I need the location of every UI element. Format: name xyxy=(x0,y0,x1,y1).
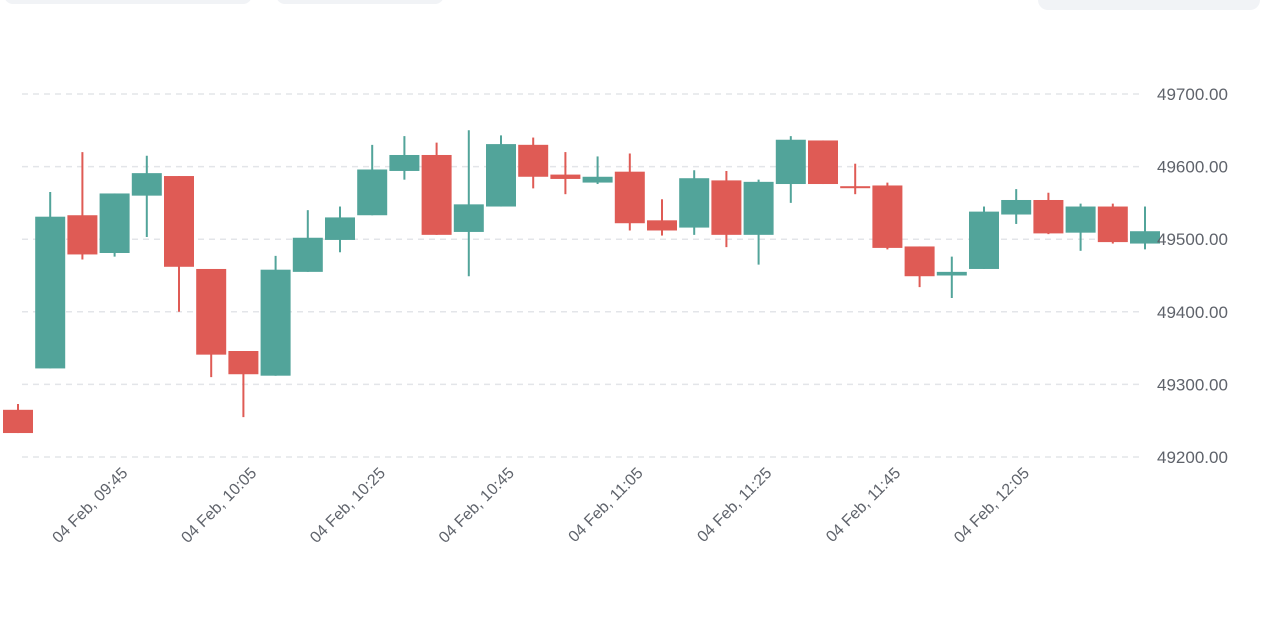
candle xyxy=(260,255,291,376)
x-axis-labels: 04 Feb, 09:25 04 Feb, 09:45 04 Feb, 10:05 0… xyxy=(0,465,1033,547)
candle xyxy=(1001,189,1032,224)
x-tick-label: 04 Feb, 09:45 xyxy=(50,465,132,547)
y-tick-label: 49400.00 xyxy=(1157,303,1228,322)
candle-body xyxy=(260,269,291,376)
x-tick-label: 04 Feb, 10:45 xyxy=(436,465,518,547)
candle-body xyxy=(743,181,774,235)
x-tick-label: 04 Feb, 10:25 xyxy=(307,465,389,547)
candle xyxy=(614,153,645,231)
candle xyxy=(840,163,871,195)
candle-body xyxy=(421,154,452,235)
candle-body xyxy=(1065,206,1096,233)
candle xyxy=(131,155,162,238)
candle-body xyxy=(486,144,516,207)
candle xyxy=(936,256,967,299)
x-tick-label: 04 Feb, 09:25 xyxy=(0,465,3,547)
y-axis-labels: 49700.00 49600.00 49500.00 49400.00 49300.00… xyxy=(1157,85,1228,467)
candle-body xyxy=(453,204,484,232)
candle xyxy=(969,206,999,269)
candle xyxy=(292,210,323,272)
candle xyxy=(872,182,903,250)
candle-body xyxy=(67,215,98,255)
candle-body xyxy=(99,193,130,253)
candle xyxy=(775,136,806,203)
candle xyxy=(582,156,613,185)
candle-body xyxy=(1001,199,1032,215)
x-tick-label: 04 Feb, 11:25 xyxy=(694,465,775,546)
candle-body xyxy=(647,220,677,231)
candle-body xyxy=(196,268,227,355)
candle xyxy=(389,136,420,180)
candle-body xyxy=(582,176,613,183)
candle xyxy=(35,192,66,369)
toolbar-pill-middle[interactable] xyxy=(276,0,444,4)
candle xyxy=(196,268,227,378)
candle-body xyxy=(904,246,935,277)
candle xyxy=(3,404,33,434)
candle xyxy=(518,137,549,189)
candle-body xyxy=(969,211,999,269)
candle-body xyxy=(357,169,388,216)
toolbar-pill-left[interactable] xyxy=(4,0,252,4)
candle xyxy=(808,140,838,185)
y-tick-label: 49300.00 xyxy=(1157,375,1228,394)
candle-body xyxy=(292,237,323,272)
candle xyxy=(325,206,355,253)
candle-body xyxy=(3,409,33,434)
candle-body xyxy=(131,173,162,196)
candle-body xyxy=(614,171,645,224)
candle-body xyxy=(679,178,710,228)
candle xyxy=(1130,206,1160,250)
candle-body xyxy=(35,216,66,369)
candle-body xyxy=(228,351,259,375)
candle xyxy=(99,193,130,257)
candle xyxy=(711,170,742,248)
candle-body xyxy=(808,140,838,185)
x-tick-label: 04 Feb, 12:05 xyxy=(951,465,1033,547)
candle xyxy=(164,176,194,312)
x-tick-label: 04 Feb, 11:05 xyxy=(566,465,647,546)
candle-body xyxy=(840,186,871,189)
candle xyxy=(67,152,98,260)
candle-body xyxy=(518,144,549,177)
candle xyxy=(1033,192,1064,235)
candle xyxy=(904,246,935,288)
candle-body xyxy=(1130,231,1160,244)
candle xyxy=(647,199,677,236)
candle-body xyxy=(550,174,581,179)
candle-body xyxy=(711,180,742,235)
candle-body xyxy=(872,185,903,248)
candle xyxy=(1097,203,1128,244)
y-tick-label: 49600.00 xyxy=(1157,158,1228,177)
y-tick-label: 49500.00 xyxy=(1157,230,1228,249)
candles xyxy=(3,130,1160,434)
candle xyxy=(1065,203,1096,251)
candle xyxy=(550,152,581,195)
candle xyxy=(453,130,484,277)
candle-body xyxy=(389,154,420,171)
candle xyxy=(743,179,774,265)
grid-lines xyxy=(22,93,1140,458)
candle-body xyxy=(936,271,967,276)
candle-body xyxy=(325,217,355,240)
candle-body xyxy=(1097,206,1128,243)
candle xyxy=(228,351,259,418)
toolbar-pill-right[interactable] xyxy=(1038,0,1260,10)
candle xyxy=(421,142,452,235)
y-tick-label: 49200.00 xyxy=(1157,448,1228,467)
x-tick-label: 04 Feb, 10:05 xyxy=(178,465,260,547)
y-tick-label: 49700.00 xyxy=(1157,85,1228,104)
candle xyxy=(486,135,516,207)
x-tick-label: 04 Feb, 11:45 xyxy=(823,465,904,546)
candle xyxy=(357,144,388,216)
candle-body xyxy=(1033,199,1064,234)
candle-body xyxy=(164,176,194,267)
candle-body xyxy=(775,139,806,185)
candle xyxy=(679,170,710,235)
